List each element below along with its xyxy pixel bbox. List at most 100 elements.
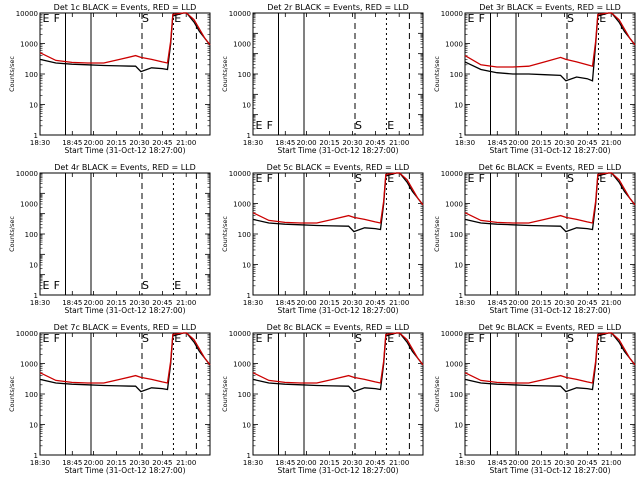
y-tick-label: 10000 (16, 170, 38, 178)
state-letter: E (468, 172, 475, 185)
y-tick-label: 10000 (441, 330, 463, 338)
panel-title: Det 6c BLACK = Events, RED = LLD (479, 163, 622, 172)
y-tick-label: 10000 (441, 10, 463, 18)
x-axis-label: Start Time (31-Oct-12 18:27:00) (277, 146, 398, 155)
series-events-line (252, 172, 424, 233)
x-axis-label: Start Time (31-Oct-12 18:27:00) (277, 466, 398, 475)
y-tick-label: 10 (242, 102, 251, 110)
x-axis-label: Start Time (31-Oct-12 18:27:00) (64, 146, 185, 155)
state-letter: E (599, 172, 606, 185)
state-letter: S (567, 172, 574, 185)
y-tick-label: 100 (450, 71, 463, 79)
x-tick-label: 18:45 (487, 459, 507, 467)
state-letter: F (267, 332, 273, 345)
y-tick-label: 1000 (445, 201, 463, 209)
x-axis-label: Start Time (31-Oct-12 18:27:00) (489, 466, 610, 475)
y-tick-label: 100 (25, 391, 38, 399)
x-tick-label: 20:30 (554, 459, 574, 467)
x-tick-label: 20:45 (577, 459, 597, 467)
y-tick-label: 1000 (233, 201, 251, 209)
y-tick-label: 10000 (441, 170, 463, 178)
y-tick-label: 1000 (20, 201, 38, 209)
series-lld-line (252, 332, 424, 384)
y-tick-label: 1000 (20, 361, 38, 369)
state-letter: S (355, 332, 362, 345)
y-tick-label: 10 (29, 102, 38, 110)
x-tick-label: 18:30 (243, 459, 263, 467)
panel-title: Det 4r BLACK = Events, RED = LLD (54, 163, 196, 172)
x-tick-label: 20:00 (83, 299, 103, 307)
x-tick-label: 20:45 (152, 459, 172, 467)
series-lld-line (464, 172, 636, 224)
x-tick-label: 20:15 (531, 139, 551, 147)
x-tick-label: 20:30 (129, 139, 149, 147)
x-tick-label: 18:30 (30, 139, 50, 147)
y-tick-label: 10000 (229, 10, 251, 18)
y-tick-label: 10000 (16, 330, 38, 338)
y-tick-label: 100 (238, 391, 251, 399)
x-tick-label: 20:00 (296, 139, 316, 147)
x-tick-label: 18:45 (62, 299, 82, 307)
x-tick-label: 20:15 (531, 459, 551, 467)
x-tick-label: 20:15 (319, 139, 339, 147)
x-tick-label: 20:15 (319, 299, 339, 307)
x-tick-label: 20:00 (296, 459, 316, 467)
y-tick-label: 1000 (233, 41, 251, 49)
x-tick-label: 20:30 (342, 459, 362, 467)
state-letter: E (174, 332, 181, 345)
series-lld-line (252, 172, 424, 224)
x-tick-label: 18:45 (62, 459, 82, 467)
y-tick-label: 10 (242, 422, 251, 430)
x-tick-label: 20:00 (83, 459, 103, 467)
x-tick-label: 20:45 (365, 299, 385, 307)
series-lld-line (39, 332, 211, 384)
x-tick-label: 21:00 (389, 459, 409, 467)
y-tick-label: 1 (34, 292, 38, 300)
panel-title: Det 2r BLACK = Events, RED = LLD (267, 3, 409, 12)
state-letter: S (567, 12, 574, 25)
x-tick-label: 21:00 (601, 299, 621, 307)
state-letter: E (174, 12, 181, 25)
state-letter: F (54, 279, 60, 292)
series-events-line (39, 332, 211, 393)
state-letter: E (599, 12, 606, 25)
y-tick-label: 1000 (445, 41, 463, 49)
x-axis-label: Start Time (31-Oct-12 18:27:00) (489, 306, 610, 315)
y-tick-label: 1000 (20, 41, 38, 49)
series-events-line (39, 12, 211, 73)
x-tick-label: 20:30 (342, 299, 362, 307)
state-letter: E (468, 332, 475, 345)
x-tick-label: 18:30 (455, 139, 475, 147)
state-letter: E (387, 332, 394, 345)
y-tick-label: 1 (459, 452, 463, 460)
x-tick-label: 20:30 (342, 139, 362, 147)
y-tick-label: 1 (34, 452, 38, 460)
state-letter: F (479, 12, 485, 25)
state-letter: S (567, 332, 574, 345)
x-axis-label: Start Time (31-Oct-12 18:27:00) (64, 466, 185, 475)
series-events-line (464, 172, 636, 233)
x-tick-label: 18:30 (243, 139, 263, 147)
state-letter: E (43, 12, 50, 25)
state-letter: E (43, 279, 50, 292)
series-events-line (464, 12, 636, 82)
x-tick-label: 20:15 (106, 139, 126, 147)
state-letter: F (267, 172, 273, 185)
y-tick-label: 100 (238, 71, 251, 79)
y-axis-label: Counts/sec (8, 216, 16, 252)
x-tick-label: 20:45 (577, 139, 597, 147)
x-tick-label: 20:30 (129, 299, 149, 307)
x-tick-label: 18:45 (275, 299, 295, 307)
y-axis-label: Counts/sec (221, 376, 229, 412)
x-tick-label: 20:00 (508, 299, 528, 307)
x-tick-label: 18:45 (487, 299, 507, 307)
series-lld-line (464, 12, 636, 68)
y-tick-label: 100 (25, 71, 38, 79)
x-tick-label: 21:00 (389, 139, 409, 147)
y-tick-label: 1000 (445, 361, 463, 369)
x-axis-label: Start Time (31-Oct-12 18:27:00) (277, 306, 398, 315)
state-letter: E (468, 12, 475, 25)
x-tick-label: 20:00 (296, 299, 316, 307)
panel-title: Det 7c BLACK = Events, RED = LLD (54, 323, 197, 332)
